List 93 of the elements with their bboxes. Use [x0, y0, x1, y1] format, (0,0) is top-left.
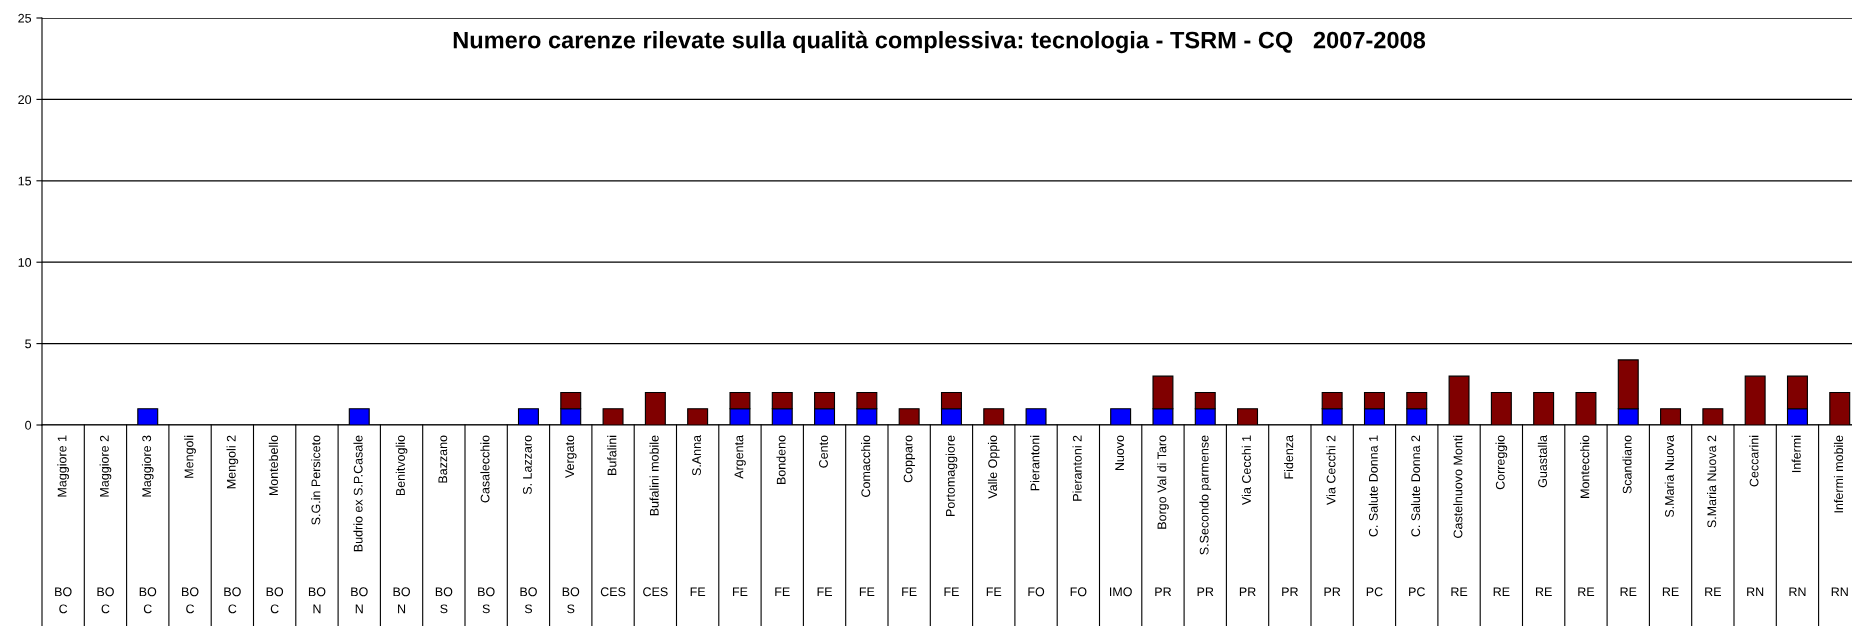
- x-tick-label: Bazzano: [438, 435, 448, 483]
- text: FE: [690, 587, 706, 597]
- x-tick-label: Cento: [819, 435, 828, 468]
- x-tick-label: Fidenza: [1284, 435, 1294, 479]
- text: BO N: [308, 587, 326, 614]
- x-tick-label: Bondeno: [776, 435, 786, 485]
- x-tick-label: Argenta: [734, 435, 746, 479]
- text: RN: [1789, 587, 1806, 597]
- x-tick-label: Guastalla: [1537, 435, 1548, 488]
- text: RE: [1535, 587, 1552, 597]
- text: RE: [1451, 587, 1468, 597]
- x-tick-label: Comacchio: [861, 435, 871, 497]
- text: RE: [1620, 587, 1637, 597]
- x-tick-label: Copparo: [903, 435, 915, 483]
- text: PR: [1155, 587, 1172, 597]
- x-tick-label: Scandiano: [1622, 435, 1632, 494]
- text: FE: [732, 587, 748, 597]
- x-tick-label: S. Lazzaro: [522, 435, 532, 495]
- x-tick-label: Borgo Val di Taro: [1157, 435, 1169, 529]
- x-tick-label: Bufalini mobile: [649, 435, 659, 516]
- text: PC: [1409, 587, 1425, 597]
- text: FE: [902, 587, 917, 597]
- text: BO C: [224, 587, 241, 614]
- text: BO N: [393, 587, 410, 614]
- x-tick-label: S.Maria Nuova 2: [1707, 435, 1717, 528]
- x-tick-label: Castelnuovo Monti: [1453, 435, 1463, 538]
- x-tick-label: Pierantoni 2: [1072, 435, 1082, 501]
- x-tick-label: Casalecchio: [480, 435, 490, 503]
- text: BO C: [182, 587, 199, 614]
- text: BO S: [520, 587, 537, 614]
- x-tick-label: Nuovo: [1115, 435, 1125, 471]
- x-tick-label: Budrio ex S.P.Casale: [353, 435, 363, 552]
- x-tick-label: Benitvoglio: [395, 435, 408, 496]
- x-tick-label: S.Anna: [692, 435, 702, 476]
- text: RE: [1705, 587, 1721, 597]
- x-tick-label: Mengoli: [184, 435, 196, 478]
- x-tick-label: Portomaggiore: [945, 435, 958, 516]
- text: FE: [986, 587, 1002, 597]
- text: BO S: [562, 587, 580, 614]
- text: PR: [1324, 587, 1341, 597]
- x-tick-label: Montebello: [268, 435, 279, 496]
- text: RE: [1662, 587, 1679, 597]
- x-tick-label: Valle Oppio: [987, 435, 1000, 499]
- text: FE: [817, 587, 832, 597]
- x-tick-label: Mengoli 2: [226, 435, 239, 489]
- text: PC: [1366, 587, 1383, 597]
- x-tick-label: Maggiore 1: [57, 435, 69, 497]
- text: BO C: [55, 587, 72, 614]
- y-tick-label: 10: [18, 258, 32, 267]
- text: PR: [1239, 587, 1256, 597]
- text: BO S: [478, 587, 495, 614]
- text: FE: [859, 587, 875, 597]
- x-tick-label: Montecchio: [1580, 435, 1590, 498]
- text: RN: [1747, 587, 1764, 597]
- text: BO C: [97, 587, 114, 614]
- text: RN: [1831, 587, 1848, 597]
- x-tick-label: Maggiore 2: [99, 435, 112, 497]
- text: RE: [1578, 587, 1595, 597]
- y-tick-label: 0: [25, 420, 32, 430]
- text: BO S: [435, 587, 453, 614]
- x-tick-label: Vergato: [565, 435, 577, 479]
- text: BO N: [351, 587, 368, 614]
- text: BO C: [266, 587, 284, 614]
- x-tick-label: S.Secondo parmense: [1199, 435, 1212, 555]
- x-tick-label: Pierantoni: [1030, 435, 1040, 491]
- x-tick-label: Via Cecchi 1: [1241, 435, 1251, 505]
- text: FE: [944, 587, 959, 597]
- x-tick-label: C. Salute Donna 1: [1368, 435, 1378, 537]
- y-tick-label: 20: [18, 95, 32, 105]
- text: FO: [1028, 587, 1045, 597]
- text: BO C: [139, 587, 157, 614]
- text: PR: [1197, 587, 1214, 597]
- x-tick-label: Ceccarini: [1749, 435, 1759, 487]
- text: Numero carenze rilevate sulla qualità complessiva: tecnologia - TSRM - CQ 2007-2008: [453, 30, 1426, 54]
- x-tick-label: Infermi: [1791, 435, 1801, 473]
- x-tick-label: C. Salute Donna 2: [1410, 435, 1421, 537]
- text: FE: [775, 587, 790, 597]
- y-tick-label: 25: [18, 13, 32, 23]
- x-tick-label: Via Cecchi 2: [1326, 435, 1336, 505]
- x-tick-label: Maggiore 3: [141, 435, 154, 497]
- x-tick-label: Bufalini: [607, 435, 617, 475]
- x-tick-label: Correggio: [1495, 435, 1508, 490]
- x-tick-label: S.Maria Nuova: [1664, 435, 1674, 518]
- text: FO: [1070, 587, 1087, 597]
- text: RE: [1493, 587, 1510, 597]
- x-tick-label: S.G.in Persiceto: [311, 435, 321, 525]
- y-tick-label: 15: [18, 176, 32, 186]
- text: IMO: [1110, 587, 1132, 597]
- text: CES: [643, 587, 668, 597]
- x-tick-label: Infermi mobile: [1833, 435, 1844, 513]
- y-tick-label: 5: [25, 339, 32, 349]
- text: PR: [1282, 587, 1298, 597]
- text: CES: [600, 587, 626, 597]
